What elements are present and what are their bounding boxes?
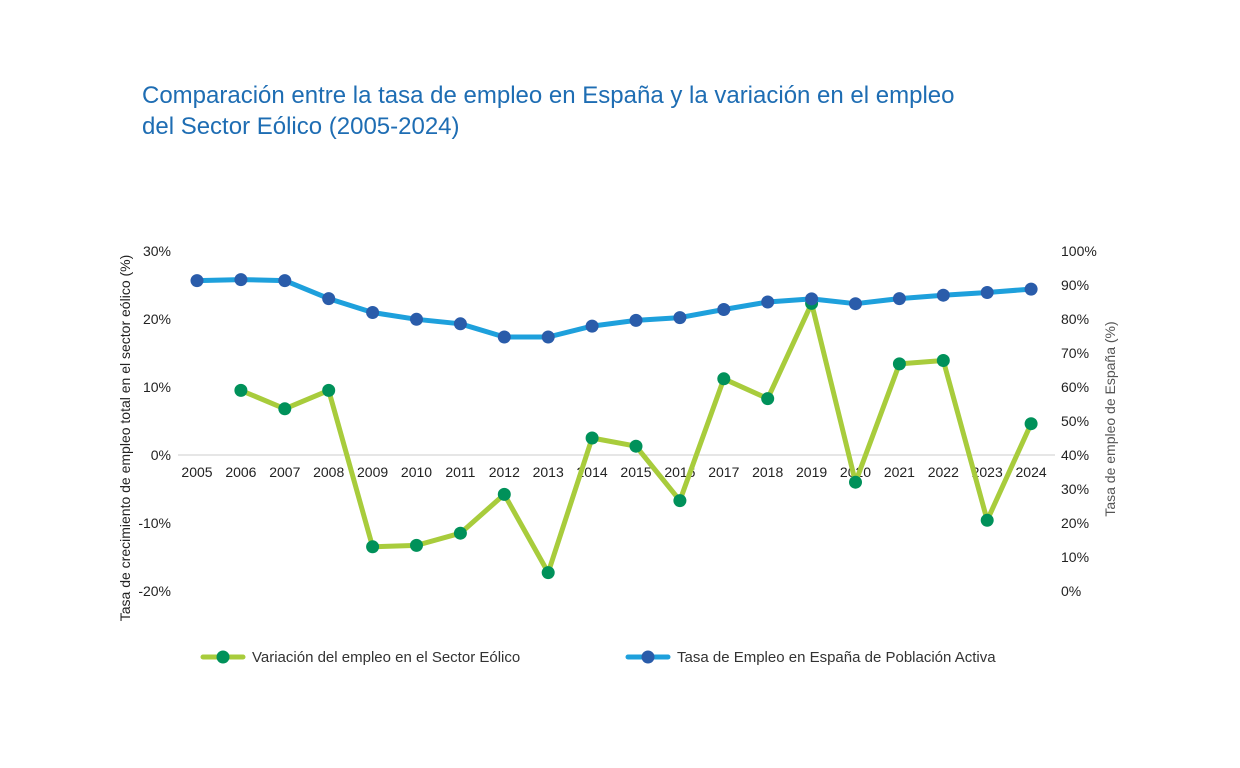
- left-axis-tick-label: 30%: [143, 243, 171, 259]
- employment-rate-data-point: [322, 292, 336, 306]
- left-axis-tick-label: -20%: [138, 583, 171, 599]
- employment-rate-data-point: [541, 330, 555, 344]
- wind-sector-data-point: [497, 487, 511, 501]
- wind-sector-data-point: [366, 540, 380, 554]
- employment-rate-data-point: [980, 286, 994, 299]
- wind-sector-data-point: [234, 383, 248, 397]
- wind-sector-data-point: [278, 402, 292, 416]
- left-axis-title: Tasa de crecimiento de empleo total en e…: [117, 255, 133, 622]
- x-axis-tick-label: 2013: [533, 464, 564, 480]
- employment-rate-data-point: [629, 313, 643, 327]
- right-axis-tick-label: 0%: [1061, 583, 1081, 599]
- left-axis-tick-label: 20%: [143, 311, 171, 327]
- right-axis-title: Tasa de empleo de España (%): [1102, 321, 1118, 516]
- right-axis-tick-label: 70%: [1061, 345, 1089, 361]
- employment-rate-data-point: [673, 311, 687, 325]
- employment-rate-series-line: [194, 277, 1034, 340]
- x-axis-tick-label: 2006: [225, 464, 256, 480]
- x-axis-tick-label: 2012: [489, 464, 520, 480]
- x-axis-tick-label: 2023: [972, 464, 1003, 480]
- employment-rate-data-point: [497, 330, 511, 344]
- wind-sector-data-point: [629, 439, 643, 453]
- x-axis-tick-label: 2017: [708, 464, 739, 480]
- legend-wind-sector-marker-swatch: [216, 650, 230, 664]
- x-axis-tick-label: 2011: [445, 464, 475, 480]
- wind-sector-data-point: [761, 392, 775, 406]
- employment-rate-data-point: [453, 317, 467, 331]
- x-axis-tick-label: 2021: [884, 464, 915, 480]
- right-axis-tick-label: 50%: [1061, 413, 1089, 429]
- employment-rate-data-point: [805, 292, 819, 306]
- wind-sector-data-point: [410, 538, 423, 552]
- right-axis-tick-label: 60%: [1061, 379, 1089, 395]
- wind-sector-data-point: [1024, 417, 1038, 431]
- wind-sector-data-point: [892, 357, 906, 371]
- employment-rate-data-point: [849, 297, 862, 311]
- wind-sector-data-point: [849, 475, 862, 489]
- wind-sector-data-point: [585, 431, 599, 445]
- employment-rate-data-point: [585, 319, 599, 333]
- left-axis-tick-label: 10%: [143, 379, 171, 395]
- employment-rate-data-point: [936, 288, 950, 302]
- x-axis-tick-label: 2015: [620, 464, 651, 480]
- right-axis-tick-label: 100%: [1061, 243, 1097, 259]
- x-axis-tick-label: 2024: [1016, 464, 1047, 480]
- wind-sector-data-point: [673, 494, 687, 508]
- x-axis-tick-label: 2020: [840, 464, 871, 480]
- x-axis-tick-label: 2007: [269, 464, 300, 480]
- employment-rate-data-point: [892, 292, 906, 306]
- employment-rate-data-point: [234, 273, 248, 287]
- employment-rate-data-point: [410, 312, 423, 326]
- legend-employment-rate-marker-swatch: [641, 650, 655, 664]
- wind-sector-data-point: [980, 513, 994, 527]
- x-axis-tick-label: 2022: [928, 464, 959, 480]
- wind-sector-data-point: [453, 526, 467, 540]
- right-axis-tick-label: 10%: [1061, 549, 1089, 565]
- x-axis-tick-label: 2010: [401, 464, 432, 480]
- right-axis-tick-label: 40%: [1061, 447, 1089, 463]
- right-axis-tick-label: 80%: [1061, 311, 1089, 327]
- wind-sector-data-point: [541, 566, 555, 580]
- wind-sector-data-point: [322, 383, 336, 397]
- legend-employment-rate-label: Tasa de Empleo en España de Población Ac…: [677, 649, 996, 666]
- right-axis-tick-label: 20%: [1061, 515, 1089, 531]
- employment-rate-data-point: [717, 303, 731, 316]
- wind-sector-data-point: [936, 354, 950, 367]
- x-axis-tick-label: 2008: [313, 464, 344, 480]
- wind-sector-data-point: [717, 372, 731, 386]
- x-axis-tick-label: 2018: [752, 464, 783, 480]
- x-axis-tick-label: 2019: [796, 464, 827, 480]
- chart-title-line-1: Comparación entre la tasa de empleo en E…: [142, 82, 955, 109]
- chart-title: Comparación entre la tasa de empleo en E…: [142, 80, 1042, 142]
- legend-wind-sector-label: Variación del empleo en el Sector Eólico: [252, 649, 520, 666]
- employment-rate-data-point: [190, 274, 204, 288]
- employment-rate-data-point: [366, 306, 380, 319]
- right-axis-tick-label: 90%: [1061, 277, 1089, 293]
- employment-rate-data-point: [1024, 282, 1038, 296]
- x-axis-tick-label: 2009: [357, 464, 388, 480]
- employment-rate-data-point: [761, 295, 775, 309]
- wind-sector-series-line: [238, 300, 1034, 576]
- right-axis-tick-label: 30%: [1061, 481, 1089, 497]
- left-axis-tick-label: -10%: [138, 515, 171, 531]
- left-axis-tick-label: 0%: [151, 447, 171, 463]
- x-axis-tick-label: 2005: [181, 464, 212, 480]
- employment-rate-data-point: [278, 274, 292, 288]
- chart-title-line-2: del Sector Eólico (2005-2024): [142, 113, 460, 140]
